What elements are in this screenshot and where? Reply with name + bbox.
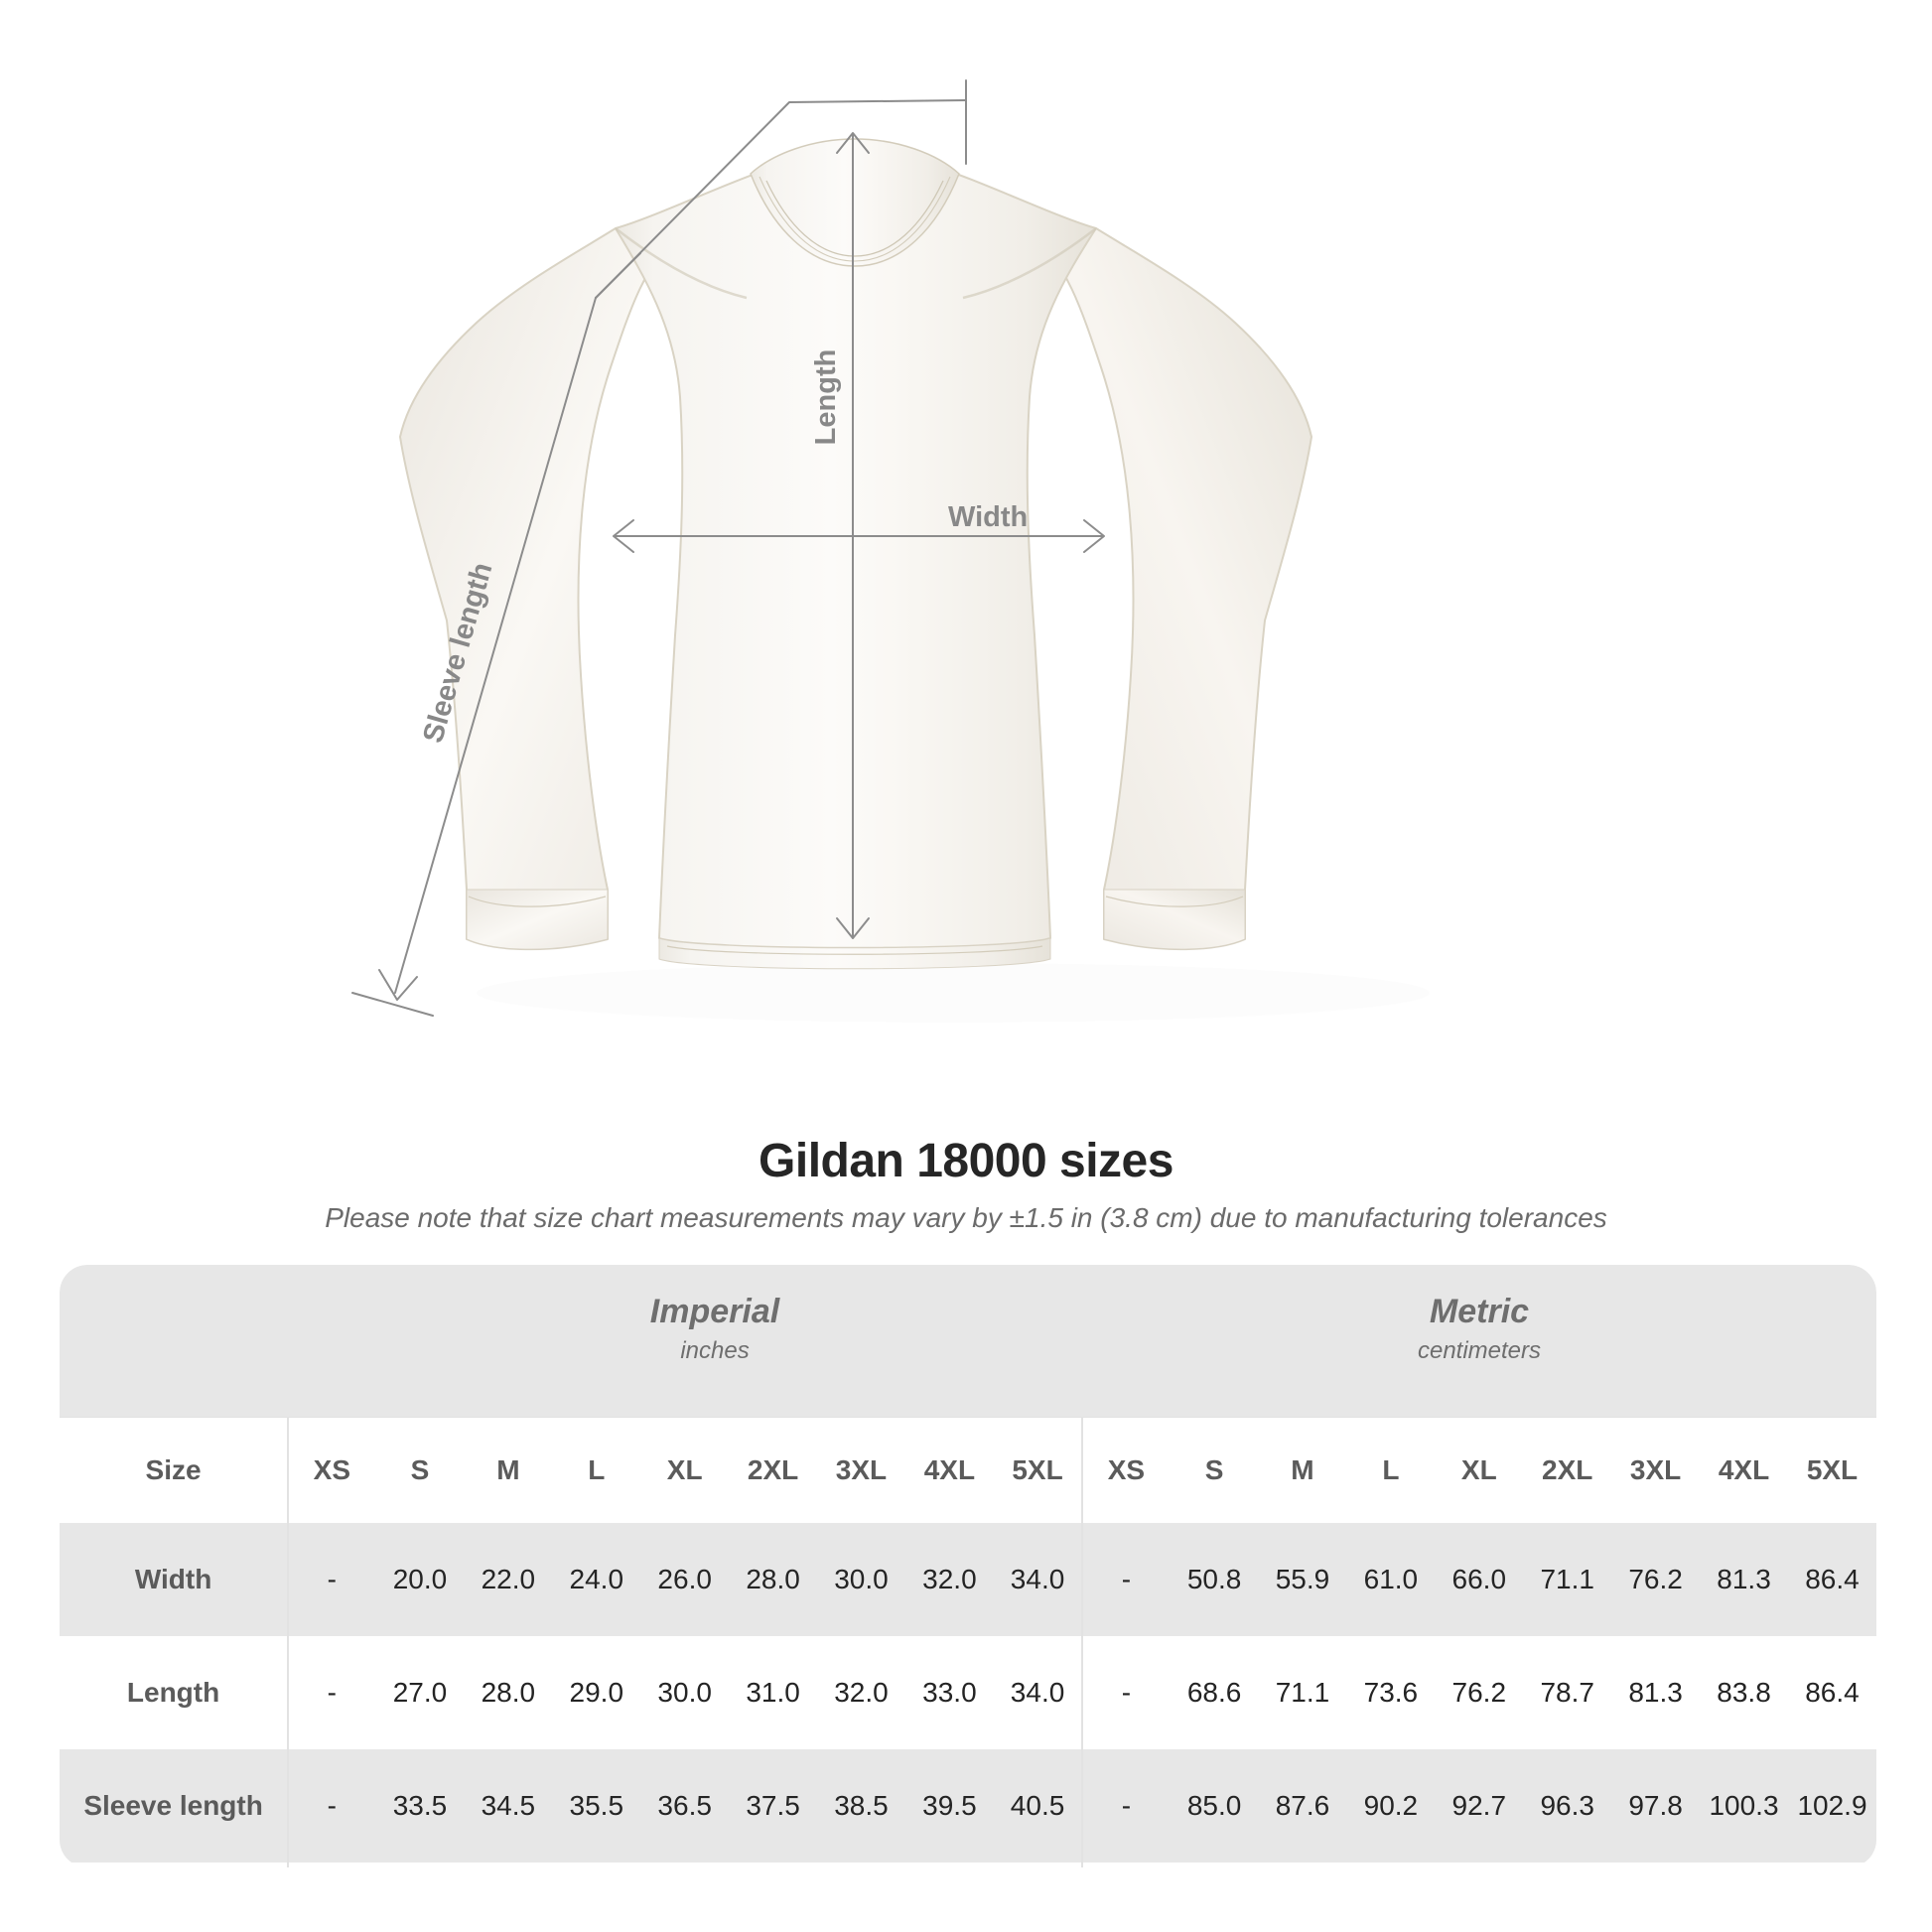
- svg-text:Width: Width: [948, 501, 1028, 533]
- svg-text:Length: Length: [810, 349, 842, 446]
